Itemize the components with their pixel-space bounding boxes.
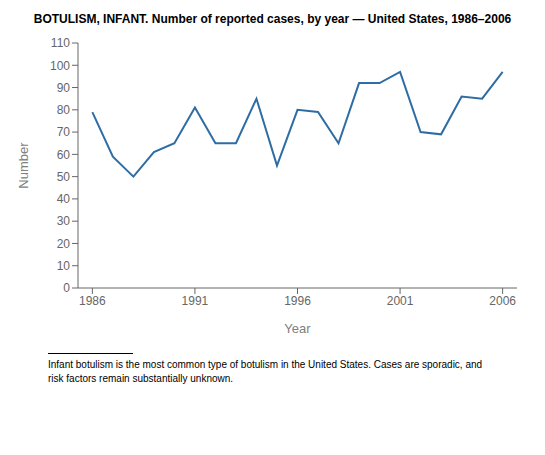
svg-text:80: 80: [57, 103, 71, 117]
svg-text:20: 20: [57, 237, 71, 251]
svg-text:Number: Number: [16, 142, 31, 189]
svg-text:70: 70: [57, 125, 71, 139]
svg-text:40: 40: [57, 192, 71, 206]
html-text:Infant botulism is the most co: Infant botulism is the most common type …: [48, 359, 483, 370]
svg-text:1991: 1991: [182, 294, 209, 308]
html-text:risk factors remain substantia: risk factors remain substantially unknow…: [48, 373, 234, 384]
html-text:BOTULISM, INFANT. Number of re: BOTULISM, INFANT. Number of reported cas…: [33, 12, 512, 26]
svg-text:1996: 1996: [284, 294, 311, 308]
svg-text:90: 90: [57, 81, 71, 95]
svg-text:1986: 1986: [79, 294, 106, 308]
svg-text:50: 50: [57, 170, 71, 184]
svg-text:100: 100: [50, 59, 70, 73]
svg-text:2006: 2006: [489, 294, 516, 308]
svg-text:30: 30: [57, 214, 71, 228]
svg-text:0: 0: [63, 281, 70, 295]
svg-text:2001: 2001: [387, 294, 414, 308]
svg-text:10: 10: [57, 259, 71, 273]
svg-text:60: 60: [57, 148, 71, 162]
svg-text:Year: Year: [284, 321, 311, 336]
svg-text:110: 110: [51, 36, 70, 50]
